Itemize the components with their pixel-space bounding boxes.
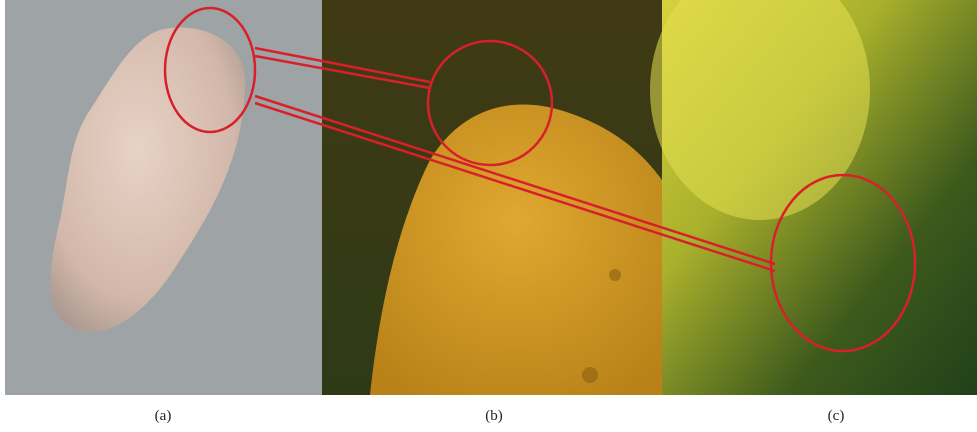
spot bbox=[582, 367, 598, 383]
panel-label: (c) bbox=[828, 408, 845, 424]
figure: (a) (b) (c) bbox=[0, 0, 977, 432]
panel-label: (a) bbox=[155, 408, 172, 424]
panel-c bbox=[650, 0, 977, 395]
spot bbox=[609, 269, 621, 281]
panel-b bbox=[322, 0, 662, 395]
panel-label: (b) bbox=[485, 408, 503, 424]
